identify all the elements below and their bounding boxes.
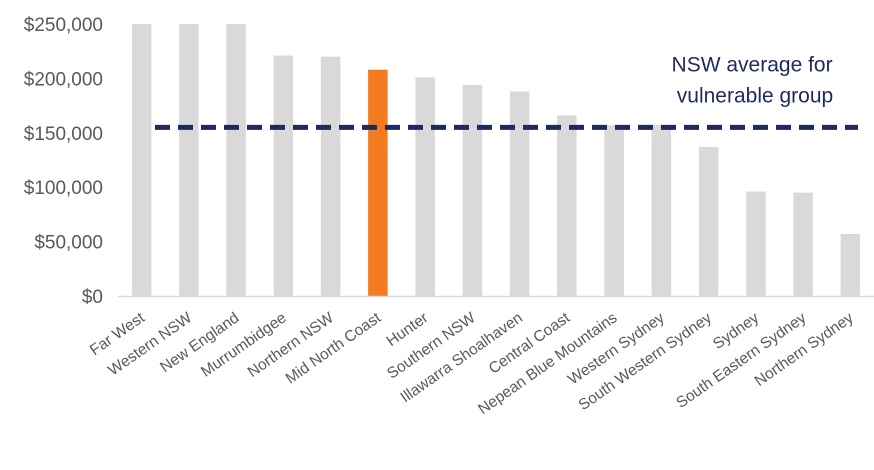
bar [793,192,813,296]
bar [415,77,435,296]
y-tick-label: $0 [82,287,103,308]
bar [698,146,719,296]
bar [840,233,861,296]
bar [131,24,152,296]
bar [368,69,388,296]
bar [651,125,672,297]
y-tick-label: $100,000 [24,178,103,199]
bar [462,84,483,296]
bar [179,24,199,296]
bar [273,55,294,296]
bars [131,24,861,297]
bar [604,125,624,297]
y-tick-label: $150,000 [24,124,103,145]
y-tick-label: $200,000 [24,69,103,90]
y-axis-ticks: $0 $50,000 $100,000 $150,000 $200,000 $250,00… [24,15,103,308]
bar [320,56,341,296]
bar [509,91,530,297]
nsw-average-label: NSW average for vulnerable group [672,53,839,107]
y-tick-label: $50,000 [34,233,103,254]
nsw-average-label-line-2: vulnerable group [677,84,833,107]
bar [226,24,246,296]
bar [557,115,577,296]
bar [746,191,766,296]
nsw-average-label-line-1: NSW average for [672,53,833,76]
y-tick-label: $250,000 [24,15,103,36]
